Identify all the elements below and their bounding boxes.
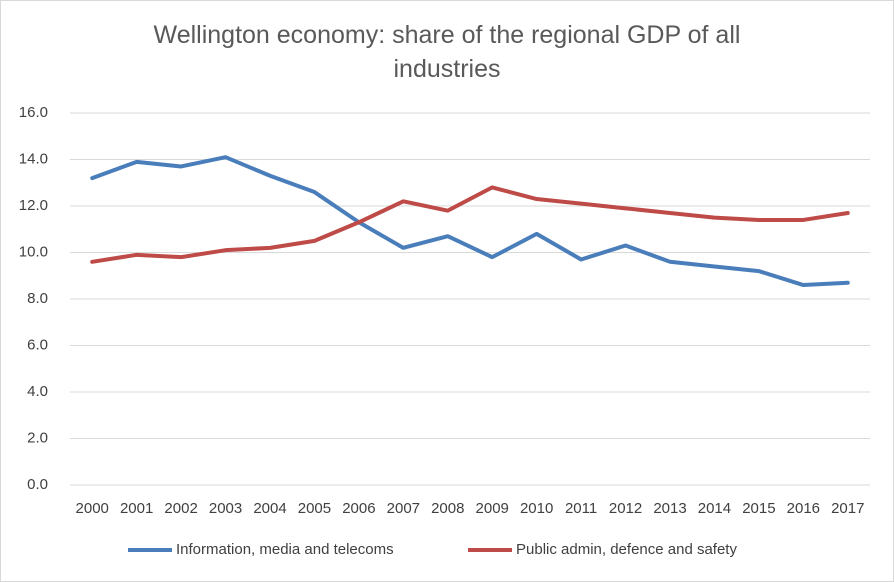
series-line xyxy=(90,185,850,264)
x-tick-label: 2013 xyxy=(653,500,686,517)
y-tick-label: 16.0 xyxy=(19,104,48,121)
x-tick-label: 2014 xyxy=(698,500,731,517)
series-line xyxy=(90,155,850,288)
y-tick-label: 8.0 xyxy=(27,290,48,307)
x-tick-label: 2004 xyxy=(253,500,286,517)
x-tick-label: 2015 xyxy=(742,500,775,517)
legend-label: Information, media and telecoms xyxy=(176,541,394,558)
x-tick-label: 2009 xyxy=(476,500,509,517)
x-tick-label: 2000 xyxy=(76,500,109,517)
x-tick-label: 2012 xyxy=(609,500,642,517)
y-tick-label: 12.0 xyxy=(19,197,48,214)
x-tick-label: 2017 xyxy=(831,500,864,517)
x-tick-label: 2008 xyxy=(431,500,464,517)
y-tick-label: 2.0 xyxy=(27,429,48,446)
x-tick-label: 2005 xyxy=(298,500,331,517)
y-tick-label: 6.0 xyxy=(27,336,48,353)
x-tick-label: 2011 xyxy=(565,500,597,517)
x-tick-label: 2007 xyxy=(387,500,420,517)
legend-label: Public admin, defence and safety xyxy=(516,541,737,558)
y-tick-label: 10.0 xyxy=(19,243,48,260)
x-tick-label: 2016 xyxy=(787,500,820,517)
chart-title: Wellington economy: share of the regiona… xyxy=(153,21,741,83)
x-tick-label: 2010 xyxy=(520,500,553,517)
y-tick-label: 0.0 xyxy=(27,476,48,493)
x-tick-label: 2001 xyxy=(120,500,153,517)
x-tick-label: 2006 xyxy=(342,500,375,517)
y-tick-label: 14.0 xyxy=(19,150,48,167)
x-tick-label: 2002 xyxy=(164,500,197,517)
x-tick-label: 2003 xyxy=(209,500,242,517)
y-tick-label: 4.0 xyxy=(27,383,48,400)
